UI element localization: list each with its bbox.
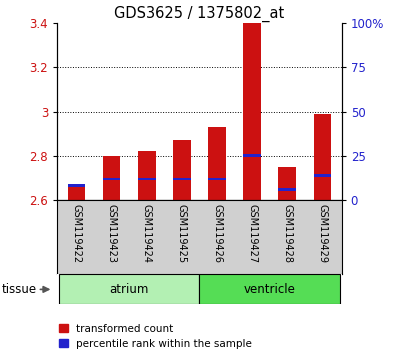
Bar bbox=[138, 152, 156, 200]
Bar bbox=[68, 184, 85, 187]
Text: GSM119422: GSM119422 bbox=[71, 204, 82, 263]
Bar bbox=[278, 167, 296, 200]
Bar bbox=[314, 114, 331, 200]
Text: GSM119429: GSM119429 bbox=[317, 204, 327, 263]
Text: GSM119423: GSM119423 bbox=[107, 204, 117, 263]
Bar bbox=[199, 274, 340, 304]
Text: ventricle: ventricle bbox=[244, 283, 295, 296]
Bar bbox=[68, 184, 85, 200]
Text: atrium: atrium bbox=[109, 283, 149, 296]
Bar bbox=[243, 23, 261, 200]
Text: GSM119428: GSM119428 bbox=[282, 204, 292, 263]
Legend: transformed count, percentile rank within the sample: transformed count, percentile rank withi… bbox=[58, 324, 252, 349]
Bar bbox=[59, 274, 199, 304]
Text: GSM119426: GSM119426 bbox=[212, 204, 222, 263]
Bar bbox=[243, 154, 261, 157]
Bar bbox=[103, 178, 120, 180]
Text: GSM119427: GSM119427 bbox=[247, 204, 257, 263]
Bar bbox=[208, 178, 226, 180]
Bar bbox=[314, 175, 331, 177]
Title: GDS3625 / 1375802_at: GDS3625 / 1375802_at bbox=[114, 5, 285, 22]
Text: GSM119424: GSM119424 bbox=[142, 204, 152, 263]
Bar bbox=[138, 178, 156, 180]
Text: GSM119425: GSM119425 bbox=[177, 204, 187, 263]
Bar bbox=[103, 156, 120, 200]
Text: tissue: tissue bbox=[2, 283, 37, 296]
Bar bbox=[278, 188, 296, 191]
Bar bbox=[173, 140, 191, 200]
Bar bbox=[208, 127, 226, 200]
Bar bbox=[173, 178, 191, 180]
